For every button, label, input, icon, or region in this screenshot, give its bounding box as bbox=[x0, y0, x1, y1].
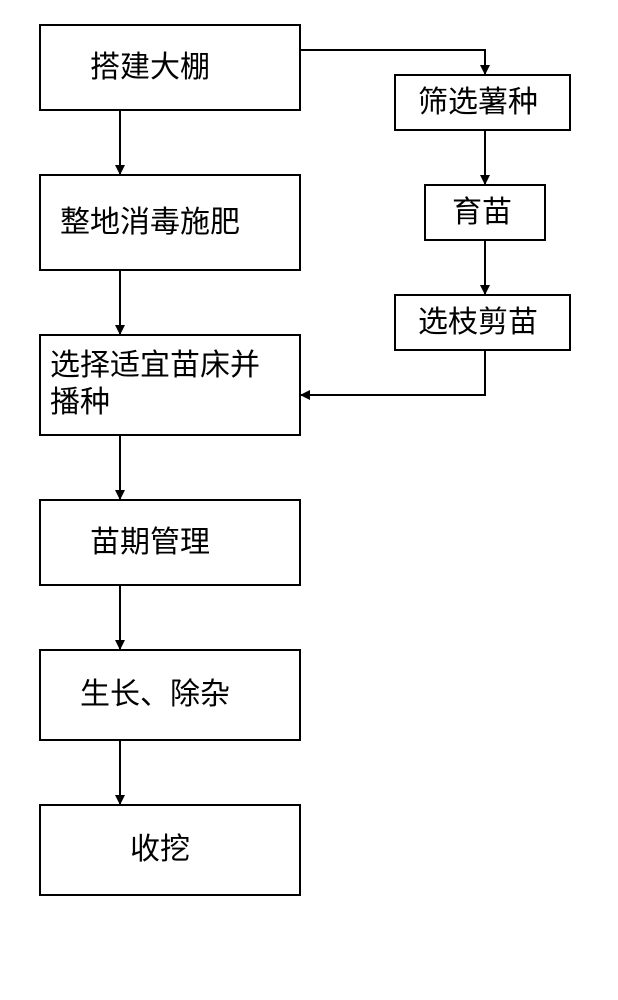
node-seedling-mgmt-label: 苗期管理 bbox=[90, 526, 210, 559]
node-cut-seedlings-label: 选枝剪苗 bbox=[418, 306, 538, 339]
node-seedbed-sow: 选择适宜苗床并 播种 bbox=[40, 335, 300, 435]
node-cut-seedlings: 选枝剪苗 bbox=[395, 295, 570, 350]
node-soil-prep: 整地消毒施肥 bbox=[40, 175, 300, 270]
node-harvest-label: 收挖 bbox=[130, 833, 190, 866]
node-soil-prep-label: 整地消毒施肥 bbox=[60, 206, 240, 239]
node-build-greenhouse: 搭建大棚 bbox=[40, 25, 300, 110]
node-build-greenhouse-label: 搭建大棚 bbox=[90, 51, 210, 84]
node-select-seed-label: 筛选薯种 bbox=[418, 86, 538, 119]
node-nursery: 育苗 bbox=[425, 185, 545, 240]
flowchart-canvas: 搭建大棚 整地消毒施肥 选择适宜苗床并 播种 苗期管理 生长、除杂 收挖 筛选薯… bbox=[0, 0, 618, 1000]
node-nursery-label: 育苗 bbox=[452, 196, 512, 229]
node-select-seed: 筛选薯种 bbox=[395, 75, 570, 130]
node-seedbed-sow-label-line1: 选择适宜苗床并 bbox=[50, 349, 260, 382]
edge-n1-s1 bbox=[300, 50, 485, 75]
node-seedling-mgmt: 苗期管理 bbox=[40, 500, 300, 585]
node-grow-weed: 生长、除杂 bbox=[40, 650, 300, 740]
node-grow-weed-label: 生长、除杂 bbox=[80, 678, 230, 711]
node-harvest: 收挖 bbox=[40, 805, 300, 895]
edge-s3-n3 bbox=[300, 350, 485, 395]
node-seedbed-sow-label-line2: 播种 bbox=[50, 386, 110, 419]
